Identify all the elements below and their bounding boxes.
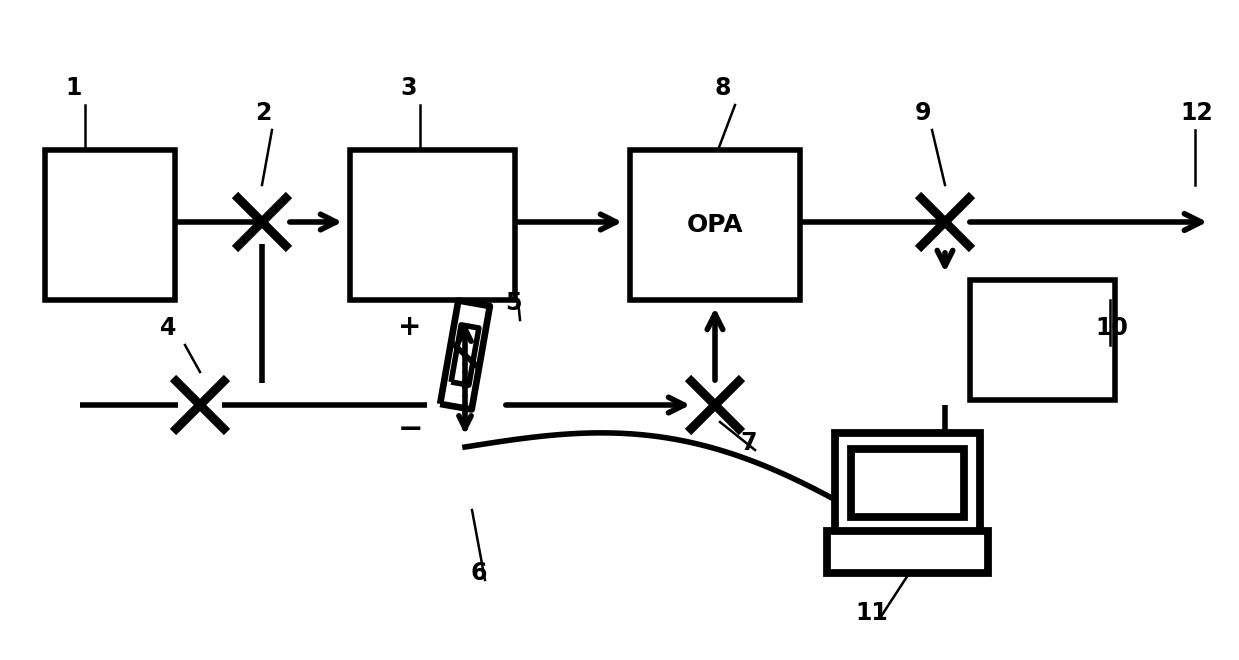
- Bar: [851, 449, 964, 517]
- Text: 11: 11: [855, 601, 888, 625]
- Bar: [45, 150, 175, 300]
- Bar: [349, 150, 515, 300]
- Text: 12: 12: [1180, 101, 1213, 125]
- Text: 2: 2: [255, 101, 271, 125]
- Text: 1: 1: [64, 76, 82, 100]
- Bar: [826, 531, 987, 573]
- Text: 3: 3: [400, 76, 416, 100]
- Text: 5: 5: [506, 291, 522, 315]
- Text: 7: 7: [740, 431, 757, 455]
- Text: 9: 9: [914, 101, 932, 125]
- Text: −: −: [398, 416, 422, 444]
- Text: 4: 4: [160, 316, 176, 340]
- Text: 6: 6: [470, 561, 487, 585]
- Text: 8: 8: [715, 76, 731, 100]
- Bar: [970, 280, 1115, 400]
- Bar: [629, 150, 800, 300]
- Bar: [835, 433, 980, 533]
- Text: 10: 10: [1095, 316, 1127, 340]
- Text: +: +: [398, 313, 421, 341]
- Text: OPA: OPA: [686, 213, 743, 237]
